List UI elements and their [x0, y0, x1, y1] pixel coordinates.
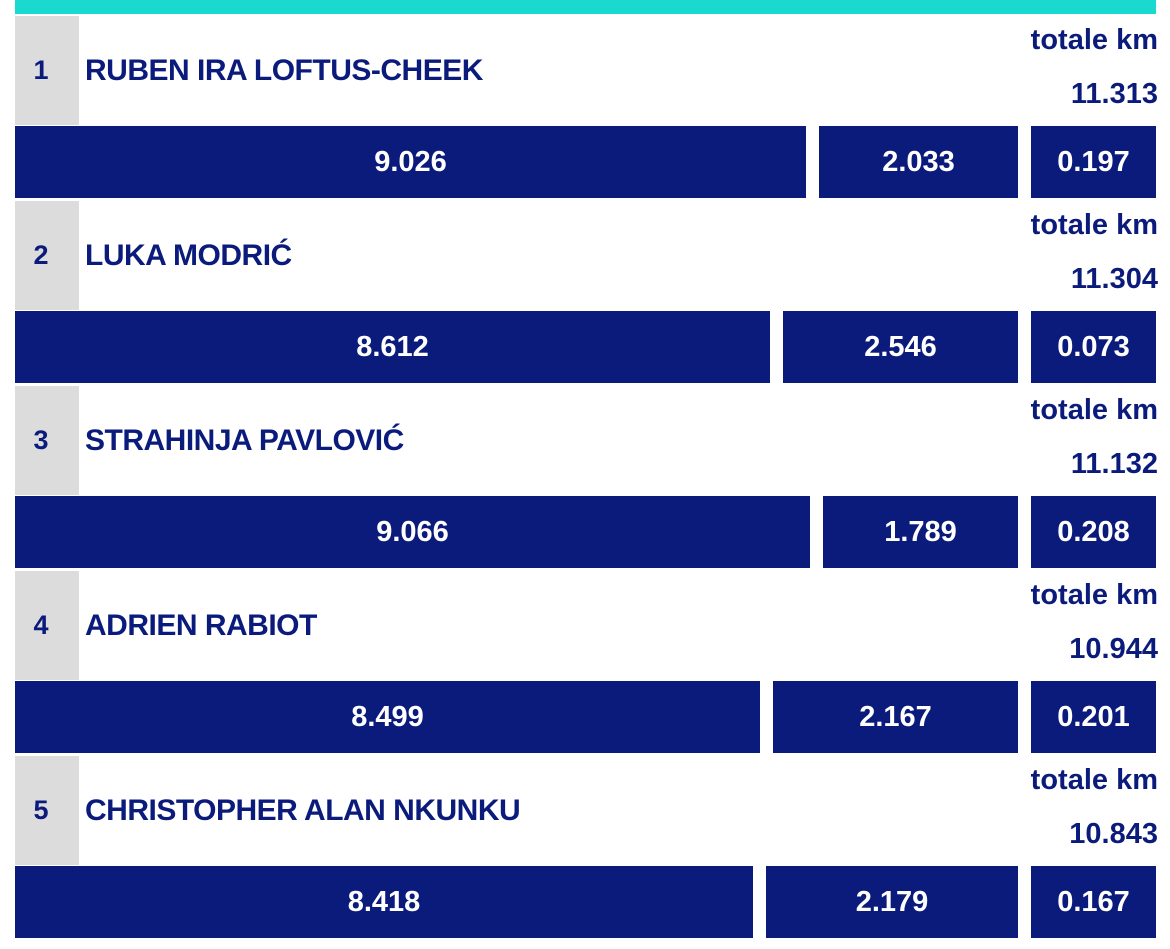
total-km-label: totale km — [1030, 579, 1158, 611]
total-km-label: totale km — [1030, 209, 1158, 241]
distance-bar-segment-1: 9.066 — [15, 496, 810, 568]
ranking-entry: 2 LUKA MODRIĆ totale km 11.304 8.612 2.546 0.0… — [0, 201, 1170, 385]
rank-number: 3 — [33, 425, 49, 455]
total-km-label: totale km — [1030, 24, 1158, 56]
total-km-label: totale km — [1030, 764, 1158, 796]
distance-bar-segment-2: 2.179 — [766, 866, 1018, 938]
total-km-value: 11.132 — [1070, 448, 1158, 480]
ranking-entry: 3 STRAHINJA PAVLOVIĆ totale km 11.132 9.066 1… — [0, 386, 1170, 570]
rank-cell — [15, 16, 79, 125]
player-name: RUBEN IRA LOFTUS-CHEEK — [85, 54, 483, 87]
player-name: CHRISTOPHER ALAN NKUNKU — [85, 794, 521, 827]
ranking-entry: 1 RUBEN IRA LOFTUS-CHEEK totale km 11.313 9.… — [0, 16, 1170, 200]
total-km-value: 10.843 — [1069, 818, 1158, 850]
distance-bar-segment-2: 2.167 — [773, 681, 1018, 753]
player-name: LUKA MODRIĆ — [85, 239, 292, 272]
distance-bar-segment-2: 2.033 — [819, 126, 1018, 198]
total-km-value: 11.313 — [1070, 78, 1158, 110]
rank-number: 5 — [33, 795, 49, 825]
rank-cell — [15, 571, 79, 680]
top-accent-bar — [15, 0, 1156, 14]
distance-bar-segment-1: 9.026 — [15, 126, 806, 198]
distance-bar-segment-3: 0.073 — [1031, 311, 1156, 383]
distance-bar-segment-2: 2.546 — [783, 311, 1018, 383]
total-km-label: totale km — [1030, 394, 1158, 426]
distance-bar-segment-3: 0.201 — [1031, 681, 1156, 753]
distance-bar-segment-3: 0.197 — [1031, 126, 1156, 198]
distance-bar-segment-3: 0.167 — [1031, 866, 1156, 938]
distance-bar-segment-2: 1.789 — [823, 496, 1018, 568]
distance-bar-segment-1: 8.612 — [15, 311, 770, 383]
ranking-entry: 4 ADRIEN RABIOT totale km 10.944 8.499 2.167 0… — [0, 571, 1170, 755]
rank-cell — [15, 201, 79, 310]
rank-number: 4 — [33, 610, 49, 640]
distance-bar-segment-1: 8.418 — [15, 866, 753, 938]
player-name: STRAHINJA PAVLOVIĆ — [85, 424, 404, 457]
ranking-entry: 5 CHRISTOPHER ALAN NKUNKU totale km 10.843 8… — [0, 756, 1170, 940]
total-km-value: 11.304 — [1070, 263, 1158, 295]
distance-bar-segment-1: 8.499 — [15, 681, 760, 753]
rank-cell — [15, 386, 79, 495]
rank-cell — [15, 756, 79, 865]
player-name: ADRIEN RABIOT — [85, 609, 317, 642]
distance-bar-segment-3: 0.208 — [1031, 496, 1156, 568]
rank-number: 2 — [33, 240, 49, 270]
total-km-value: 10.944 — [1069, 633, 1158, 665]
rank-number: 1 — [33, 55, 49, 85]
